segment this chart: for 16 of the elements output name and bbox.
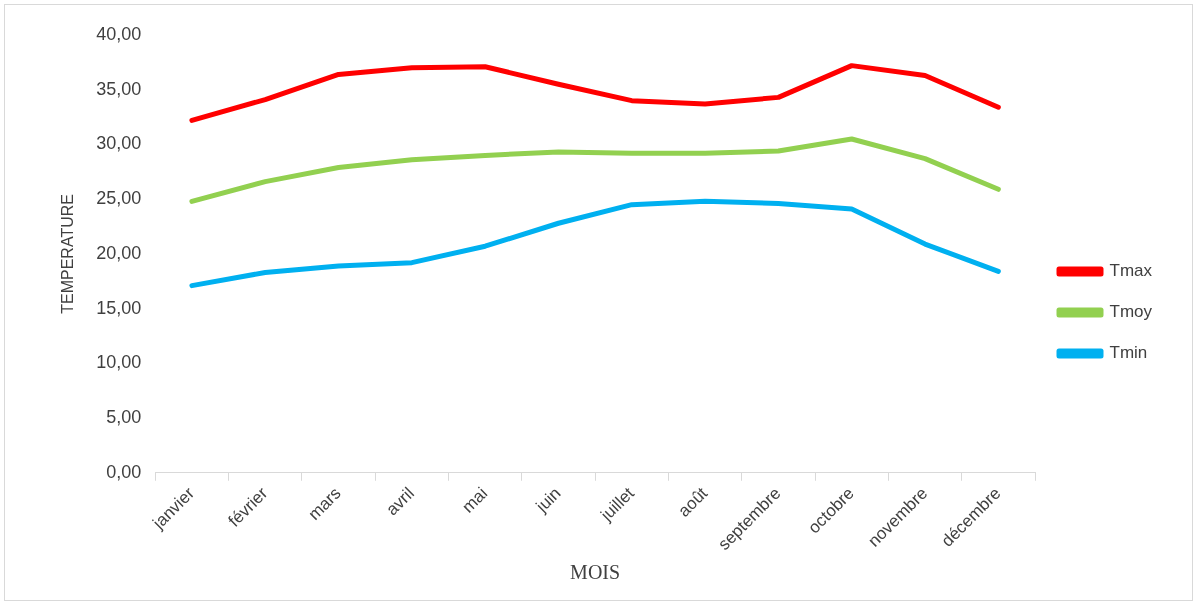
legend-label: Tmoy [1109,302,1153,322]
y-tick-label: 10,00 [96,352,142,373]
y-tick-label: 40,00 [96,23,142,44]
y-tick-label: 30,00 [96,133,142,154]
y-tick-label: 25,00 [96,188,142,209]
y-tick-label: 20,00 [96,242,142,263]
legend-label: Tmax [1109,261,1153,281]
y-tick-label: 5,00 [106,407,142,428]
x-tick-label: juin [531,483,565,517]
legend-label: Tmin [1109,343,1148,363]
y-tick-label: 15,00 [96,297,142,318]
x-tick-label: mai [458,483,492,517]
y-axis-title: TEMPERATURE [59,194,77,314]
x-axis-title: MOIS [570,561,621,584]
y-tick-label: 35,00 [96,78,142,99]
y-tick-label: 0,00 [106,461,142,482]
